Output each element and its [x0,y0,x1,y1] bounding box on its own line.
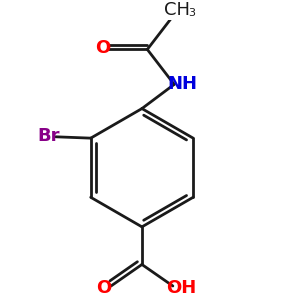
Text: OH: OH [166,279,196,297]
Text: 3: 3 [188,8,195,18]
Text: O: O [95,39,110,57]
Text: Br: Br [37,127,59,145]
Text: NH: NH [167,75,197,93]
Text: CH: CH [164,2,190,20]
Text: O: O [96,279,111,297]
